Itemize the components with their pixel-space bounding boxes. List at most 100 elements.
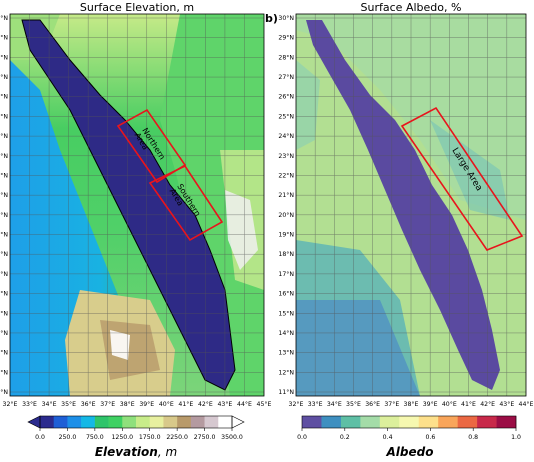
lon-tick-label: 42°E	[198, 400, 213, 408]
colorbar-tick-label: 2750.0	[194, 434, 216, 441]
elevation-lon-ticks: 32°E 33°E 34°E 35°E 36°E 37°E 38°E 39°E 40°E 41°E…	[3, 400, 272, 408]
colorbar-segment	[218, 416, 233, 428]
lat-tick-label: 22°N	[0, 171, 8, 179]
lon-tick-label: 44°E	[237, 400, 252, 408]
colorbar-tick-label: 0.6	[425, 434, 435, 441]
colorbar-segment	[360, 416, 381, 428]
lon-tick-label: 36°E	[365, 400, 380, 408]
lat-tick-label: 27°N	[278, 73, 294, 81]
lat-tick-label: 30°N	[0, 14, 8, 22]
colorbar-segment	[204, 416, 219, 428]
lat-tick-label: 29°N	[278, 34, 294, 42]
colorbar-segment	[340, 416, 361, 428]
lat-tick-label: 17°N	[0, 270, 8, 278]
colorbar-tick-label: 2250.0	[166, 434, 188, 441]
lon-tick-label: 36°E	[81, 400, 96, 408]
colorbar-tick-label: 1250.0	[111, 434, 133, 441]
elevation-colorbar: 0.0 250.0 750.0 1250.0 1750.0 2250.0 2750.0 350…	[27, 415, 245, 459]
albedo-lon-ticks: 32°E 33°E 34°E 35°E 36°E 37°E 38°E 39°E 40°E 41°E…	[289, 400, 534, 408]
albedo-map-panel: b) Surface Albedo, % Large Area 32°E 33°E…	[265, 1, 534, 408]
lat-tick-label: 20°N	[278, 211, 294, 219]
lat-tick-label: 22°N	[278, 171, 294, 179]
lon-tick-label: 34°E	[42, 400, 57, 408]
lat-tick-label: 13°N	[278, 349, 294, 357]
lat-tick-label: 25°N	[278, 112, 294, 120]
colorbar-tick-label: 1750.0	[139, 434, 161, 441]
lat-tick-label: 25°N	[0, 112, 8, 120]
northern-area-box	[116, 108, 187, 184]
lon-tick-label: 32°E	[3, 400, 18, 408]
colorbar-segment	[379, 416, 400, 428]
colorbar-tick-label: 750.0	[86, 434, 104, 441]
colorbar-tick-label: 0.0	[297, 434, 307, 441]
colorbar-segment	[418, 416, 439, 428]
lat-tick-label: 16°N	[0, 290, 8, 298]
colorbar-segment	[53, 416, 68, 428]
lon-tick-label: 45°E	[257, 400, 272, 408]
lon-tick-label: 37°E	[384, 400, 399, 408]
lon-tick-label: 41°E	[461, 400, 476, 408]
lat-tick-label: 14°N	[0, 329, 8, 337]
lat-tick-label: 24°N	[0, 132, 8, 140]
lat-tick-label: 16°N	[278, 290, 294, 298]
lat-tick-label: 21°N	[0, 191, 8, 199]
albedo-colorbar-label: Albedo	[386, 445, 434, 459]
lat-tick-label: 18°N	[278, 250, 294, 258]
colorbar-segment	[438, 416, 458, 428]
elevation-map-area	[10, 14, 264, 396]
colorbar-min-arrow	[27, 415, 41, 429]
colorbar-segment	[108, 416, 123, 428]
lat-tick-label: 26°N	[0, 93, 8, 101]
lat-tick-label: 13°N	[0, 349, 8, 357]
colorbar-tick-label: 0.2	[340, 434, 350, 441]
albedo-map-area	[296, 14, 526, 396]
colorbar-tick-label: 250.0	[59, 434, 77, 441]
lat-tick-label: 14°N	[278, 329, 294, 337]
colorbar-segment	[496, 416, 517, 428]
lon-tick-label: 32°E	[289, 400, 304, 408]
colorbar-segment	[399, 416, 420, 428]
lon-tick-label: 38°E	[120, 400, 135, 408]
lat-tick-label: 23°N	[278, 152, 294, 160]
lat-tick-label: 23°N	[0, 152, 8, 160]
lat-tick-label: 20°N	[0, 211, 8, 219]
lat-tick-label: 15°N	[0, 309, 8, 317]
lat-tick-label: 19°N	[0, 231, 8, 239]
lon-tick-label: 35°E	[346, 400, 361, 408]
colorbar-tick-label: 0.4	[383, 434, 393, 441]
colorbar-segment	[122, 416, 137, 428]
lat-tick-label: 15°N	[278, 309, 294, 317]
colorbar-tick-label: 0.0	[35, 434, 45, 441]
lat-tick-label: 29°N	[0, 34, 8, 42]
colorbar-segment	[163, 416, 178, 428]
albedo-map-title: Surface Albedo, %	[361, 1, 462, 14]
lat-tick-label: 19°N	[278, 231, 294, 239]
lon-tick-label: 44°E	[519, 400, 534, 408]
colorbar-segment	[81, 416, 96, 428]
lat-tick-label: 24°N	[278, 132, 294, 140]
lat-tick-label: 30°N	[278, 14, 294, 22]
colorbar-segment	[457, 416, 478, 428]
elevation-map-title: Surface Elevation, m	[80, 1, 194, 14]
colorbar-tick-label: 0.8	[468, 434, 478, 441]
lon-tick-label: 40°E	[159, 400, 174, 408]
colorbar-segment	[94, 416, 109, 428]
lon-tick-label: 39°E	[139, 400, 154, 408]
lat-tick-label: 12°N	[278, 368, 294, 376]
lon-tick-label: 42°E	[480, 400, 495, 408]
colorbar-segment	[190, 416, 205, 428]
lat-tick-label: 28°N	[0, 53, 8, 61]
lon-tick-label: 33°E	[22, 400, 37, 408]
colorbar-max-arrow	[231, 415, 245, 429]
lat-tick-label: 26°N	[278, 93, 294, 101]
elevation-colorbar-label: Elevation, m	[95, 445, 177, 459]
lon-tick-label: 40°E	[442, 400, 457, 408]
lat-tick-label: 21°N	[278, 191, 294, 199]
colorbar-segment	[302, 416, 322, 428]
lon-tick-label: 35°E	[61, 400, 76, 408]
lon-tick-label: 37°E	[100, 400, 115, 408]
lon-tick-label: 41°E	[178, 400, 193, 408]
colorbar-tick-label: 3500.0	[221, 434, 243, 441]
colorbar-segment	[67, 416, 82, 428]
